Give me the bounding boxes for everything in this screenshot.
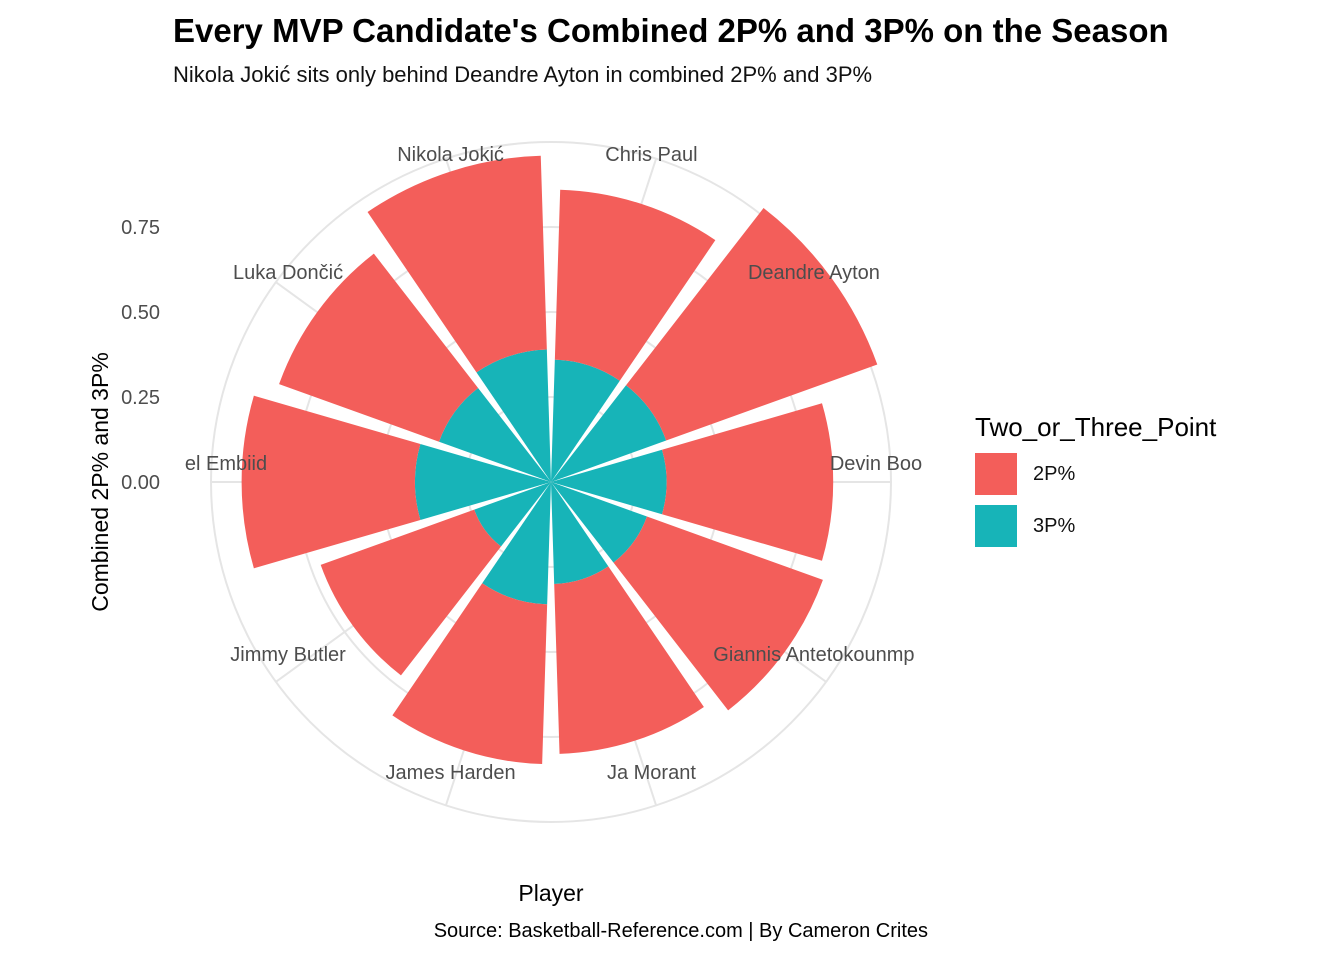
legend-label-3p: 3P% <box>1033 514 1076 537</box>
legend-swatch-3p <box>975 505 1017 547</box>
caption: Source: Basketball-Reference.com | By Ca… <box>433 920 928 942</box>
bar-2p-luka-don-i- <box>279 253 479 442</box>
bar-2p-jimmy-butler <box>320 509 501 676</box>
legend-item-3p: 3P% <box>975 505 1216 547</box>
legend-item-2p: 2P% <box>975 453 1216 495</box>
category-label-3: Giannis Antetokounmp <box>713 644 914 666</box>
category-label-9: Nikola Jokić <box>397 144 504 166</box>
y-tick-label-3: 0.75 <box>121 217 160 239</box>
category-label-8: Luka Dončić <box>233 262 343 284</box>
bar-2p-nikola-joki- <box>367 155 547 373</box>
bar-3p-giannis-antetokounmpo <box>551 482 647 563</box>
bar-2p-giannis-antetokounmpo <box>613 516 823 711</box>
bar-3p-devin-booker <box>551 449 667 515</box>
bar-3p-nikola-joki- <box>476 349 551 482</box>
legend-label-2p: 2P% <box>1033 462 1076 485</box>
category-label-4: Ja Morant <box>607 762 696 784</box>
y-axis-title: Combined 2P% and 3P% <box>87 352 113 612</box>
category-label-6: Jimmy Butler <box>230 644 346 666</box>
category-label-5: James Harden <box>386 762 516 784</box>
bar-3p-ja-morant <box>551 482 609 584</box>
chart-title: Every MVP Candidate's Combined 2P% and 3… <box>173 12 1169 49</box>
bar-layer <box>241 155 878 765</box>
legend-swatch-2p <box>975 453 1017 495</box>
y-tick-label-2: 0.50 <box>121 302 160 324</box>
legend: Two_or_Three_Point 2P% 3P% <box>975 412 1216 547</box>
bar-3p-joel-embiid <box>415 444 551 520</box>
chart-subtitle: Nikola Jokić sits only behind Deandre Ay… <box>173 62 873 87</box>
bar-3p-chris-paul <box>551 359 620 482</box>
y-tick-label-0: 0.00 <box>121 472 160 494</box>
legend-title: Two_or_Three_Point <box>975 412 1217 442</box>
bar-3p-james-harden <box>482 482 551 605</box>
label-layer: Chris Paul Deandre Ayton Devin Boo Giannis … <box>87 144 922 784</box>
bar-2p-chris-paul <box>554 189 716 381</box>
bar-3p-jimmy-butler <box>474 482 551 547</box>
category-label-1: Deandre Ayton <box>748 262 880 284</box>
category-label-2: Devin Boo <box>830 453 922 475</box>
bar-2p-devin-booker <box>662 403 834 561</box>
x-axis-title: Player <box>518 880 584 906</box>
category-label-0: Chris Paul <box>605 144 697 166</box>
bar-3p-luka-don-i- <box>439 387 551 482</box>
bar-2p-deandre-ayton <box>626 207 878 441</box>
bar-2p-ja-morant <box>554 566 704 754</box>
y-tick-label-1: 0.25 <box>121 387 160 409</box>
bar-2p-joel-embiid <box>241 395 421 569</box>
bar-3p-deandre-ayton <box>551 385 667 482</box>
category-label-7: el Embiid <box>185 453 267 475</box>
bar-2p-james-harden <box>392 583 548 765</box>
